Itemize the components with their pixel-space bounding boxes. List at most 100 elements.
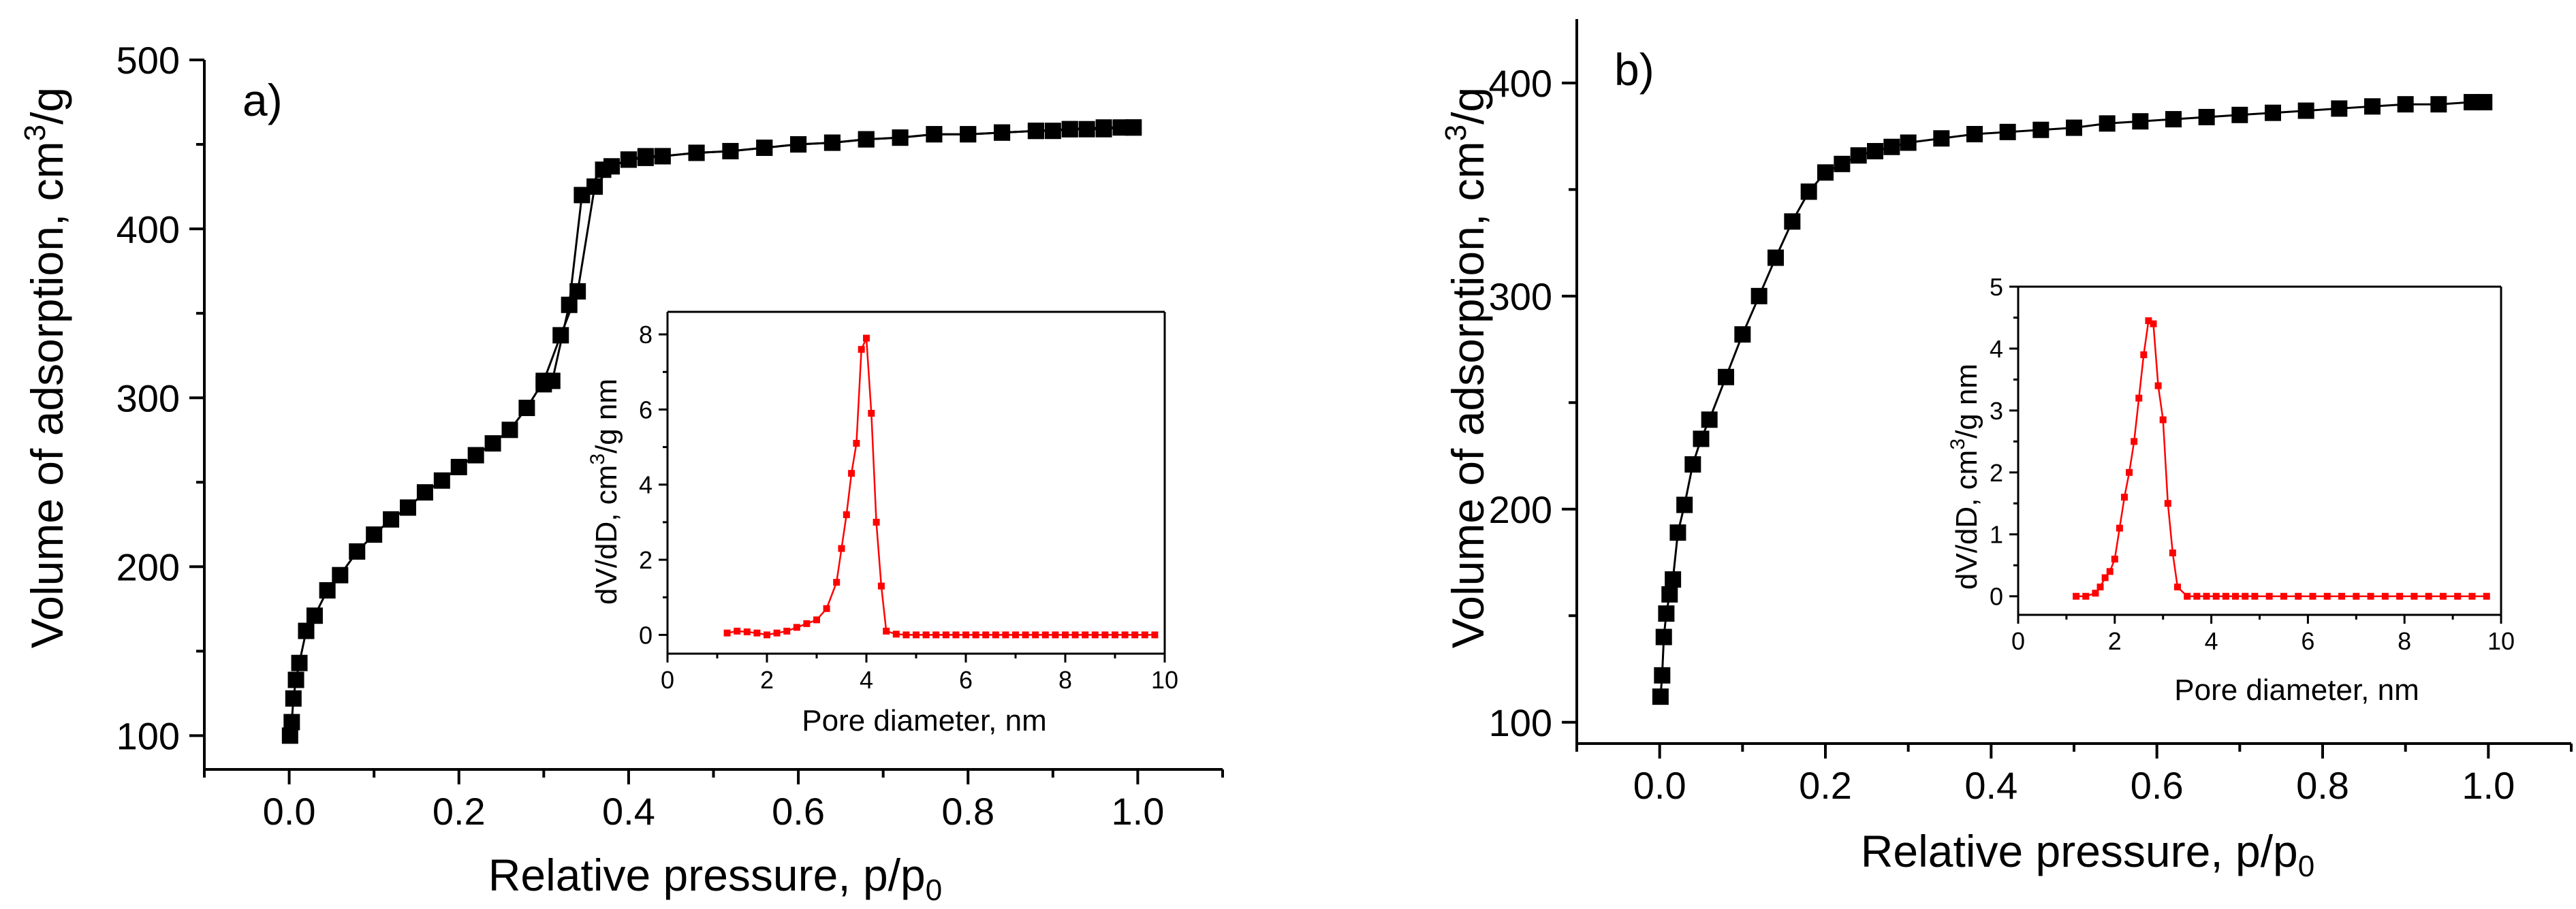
panel-b-adsorption-point [1652,688,1669,705]
panel-a-adsorption-line [289,126,1134,736]
panel-b-inset-y-tick-label: 5 [1990,273,2003,301]
panel-b-inset-series-point [2367,592,2374,600]
panel-b-inset-series-point [2092,590,2099,597]
panel-a-inset-y-tick-label: 0 [639,621,653,649]
panel-a-desorption-point [574,187,591,204]
panel-a-x-tick-label: 0.2 [433,790,486,833]
panel-a-desorption-point [1027,123,1044,140]
panel-b-inset-series-point [2425,592,2432,600]
panel-b-inset-series-point [2131,438,2138,445]
panel-a-inset-series-point [892,631,900,638]
panel-b-inset-x-tick-label: 2 [2108,627,2122,655]
panel-b-x-tick-label: 0.4 [1964,764,2017,807]
panel-b-inset-series-point [2410,592,2418,600]
panel-a-inset-series-point [1121,631,1129,639]
panel-b-adsorption-point [1693,430,1710,447]
panel-b-adsorption-point [1784,213,1801,230]
panel-b-inset-series-point [2096,584,2104,591]
panel-a-inset-series-point [992,631,999,639]
panel-b-inset-series-point [2120,494,2128,501]
panel-b-adsorption-point [1800,183,1817,200]
panel-b-inset-series-point [2242,592,2249,600]
panel-b-inset-series-line [2076,319,2487,597]
panel-a-x-tick-label: 0.4 [602,790,655,833]
panel-b-inset-series-point [2106,568,2114,575]
panel-a-adsorption-point [285,690,302,707]
panel-b-adsorption-point [2331,100,2348,117]
panel-a-inset-series-point [1012,631,1019,639]
panel-b-adsorption-point [2297,102,2314,119]
panel-a-adsorption-point [450,458,467,475]
panel-b-inset-series-point [2173,584,2181,591]
panel-a-inset-series-point [1052,631,1059,639]
panel-b-x-tick-label: 1.0 [2462,764,2515,807]
panel-a-label: a) [242,75,283,125]
panel-a-inset-series-point [1082,631,1089,639]
panel-b-adsorption-point [2231,106,2248,123]
panel-b-adsorption-point [2476,94,2493,111]
panel-a-adsorption-point [332,567,349,584]
panel-b-inset-series-point [2309,592,2316,600]
panel-a-inset-series-point [743,628,751,636]
panel-b-adsorption-point [1817,164,1834,181]
panel-a-inset-series-point [1032,631,1039,639]
panel-a-inset-series-point [1041,631,1049,639]
panel-a-x-axis-title: Relative pressure, p/p0 [488,850,942,907]
panel-b-inset-y-tick-label: 2 [1990,459,2003,487]
panel-a-inset-x-axis-title: Pore diameter, nm [802,704,1047,737]
panel-b-inset-x-tick-label: 4 [2205,627,2218,655]
panel-a-inset-y-tick-label: 2 [639,546,653,574]
panel-a-inset-series-point [942,631,949,639]
panel-b-inset-series-point [2454,592,2462,600]
panel-a-adsorption-point [484,435,501,452]
panel-a-adsorption-point [306,607,323,624]
panel-b-adsorption-point [1655,628,1672,645]
panel-a-inset: Pore diameter, nm dV/dD, cm3/g nm 0 2 4 6 8 1… [586,310,1178,737]
panel-a-desorption-point [823,134,841,151]
panel-b-inset-series-point [2222,592,2229,600]
panel-b-x-axis-title: Relative pressure, p/p0 [1861,826,2314,883]
panel-a-adsorption-point [291,654,308,671]
panel-b-x-tick-label: 0.0 [1633,764,1686,807]
panel-a-desorption-line [543,126,1134,385]
panel-a-adsorption-point [349,543,366,560]
panel-a-inset-series-point [838,545,845,552]
panel-b-adsorption-point [1768,249,1784,266]
panel-a-adsorption-point [366,526,383,543]
panel-a-adsorption-point [501,421,518,438]
panel-a-desorption-point [790,136,807,153]
panel-a-inset-y-tick-label: 8 [639,321,653,349]
panel-a-x-tick-label: 0.8 [941,790,994,833]
panel-a-inset-series-point [803,620,811,627]
panel-b-adsorption-point [2397,96,2414,113]
panel-b-adsorption-point [2430,96,2447,113]
panel-b-inset-series-point [2280,592,2287,600]
panel-b-inset-series-point [2111,556,2118,563]
panel-b-adsorption-point [1966,125,1983,142]
panel-b-inset-series-point [2073,592,2080,600]
panel-a-y-tick-label: 200 [116,545,180,588]
panel-a-inset-series-point [1091,631,1099,639]
panel-b-y-tick-label: 200 [1489,488,1552,531]
panel-b-adsorption-point [1684,456,1701,473]
panel-a-inset-series-point [877,582,885,590]
panel-a-adsorption-point [383,511,400,528]
panel-a-desorption-point [722,142,739,159]
panel-a-adsorption-point [283,714,300,731]
panel-b-inset-series-point [2439,592,2447,600]
panel-a-inset-series-point [753,629,761,637]
panel-b-inset-x-axis-title: Pore diameter, nm [2174,673,2419,707]
panel-b-adsorption-point [2364,98,2381,115]
panel-b-adsorption-point [1661,586,1678,603]
panel-b-x-tick-label: 0.6 [2131,764,2184,807]
panel-b-inset-x-tick-label: 10 [2487,627,2515,655]
panel-b-inset-series-point [2396,592,2404,600]
panel-a-inset-x-tick-label: 4 [860,666,873,694]
panel-a-inset-series-point [843,511,850,518]
panel-a-adsorption-point [298,622,315,639]
panel-a-x-tick-label: 1.0 [1111,790,1164,833]
panel-b-adsorption-point [1933,130,1950,147]
panel-a-inset-series-point [932,631,940,639]
panel-a-inset-series-point [972,631,979,639]
